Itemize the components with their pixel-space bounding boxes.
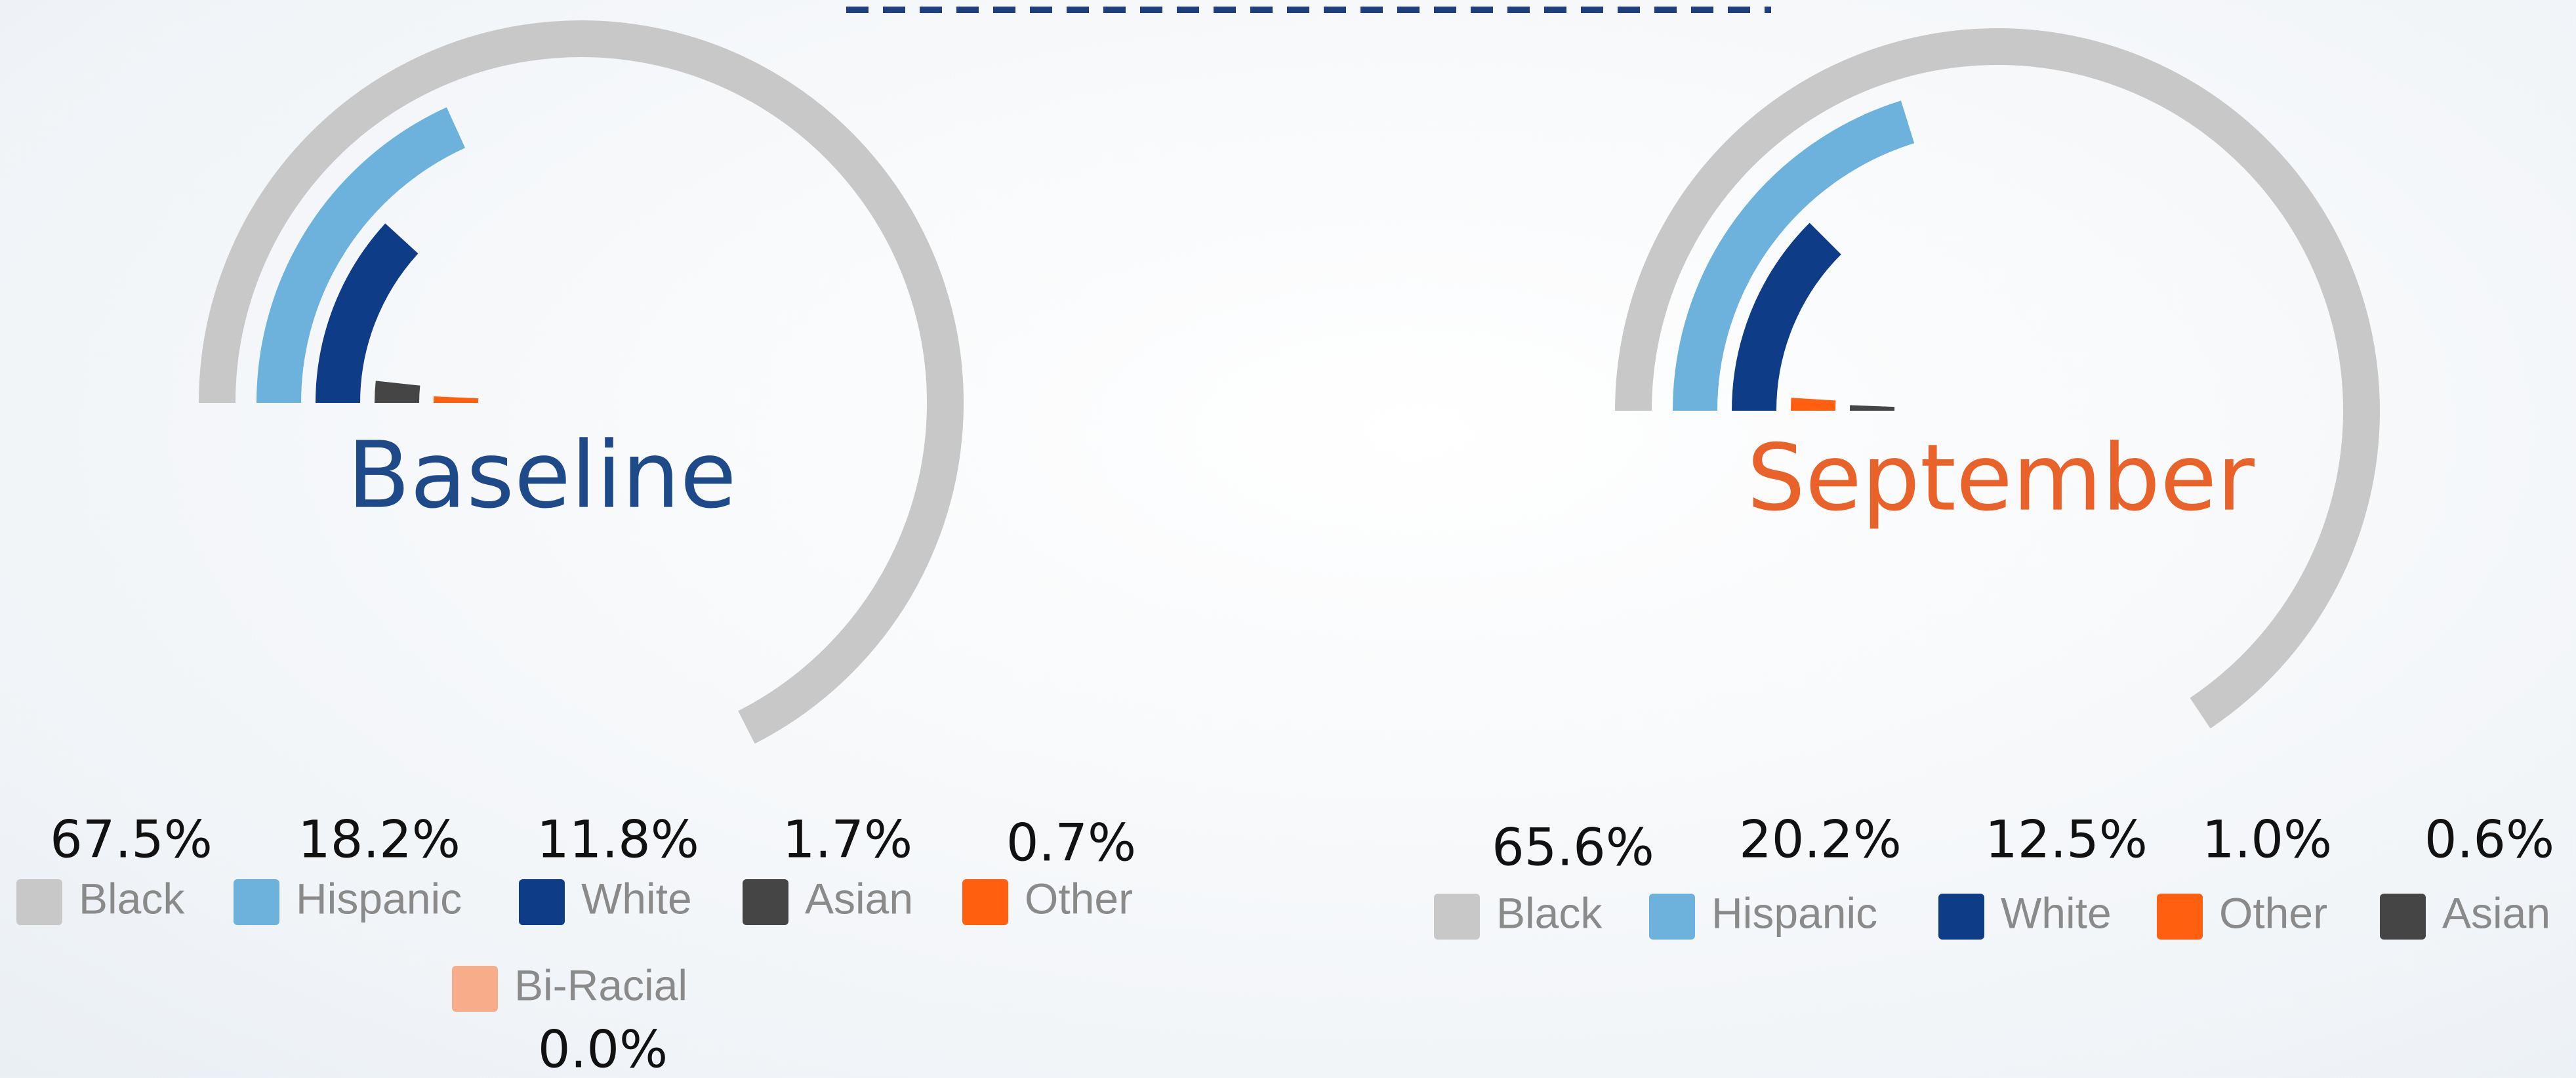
value-label: 12.5%: [1985, 810, 2148, 869]
radial-bar: [256, 107, 466, 404]
legend-label: Asian: [2442, 888, 2550, 937]
radial-bar: [1732, 222, 1841, 411]
legend-swatch: [743, 879, 788, 925]
value-label: 67.5%: [50, 810, 213, 869]
radial-bar: [316, 223, 419, 404]
chart-title: Baseline: [347, 423, 737, 529]
value-label: 1.0%: [2202, 810, 2332, 869]
value-label: 11.8%: [537, 810, 699, 869]
legend-swatch: [1649, 894, 1695, 940]
chart-title: September: [1747, 425, 2255, 532]
legend-swatch: [1938, 894, 1984, 940]
legend-swatch: [1434, 894, 1480, 940]
radial-bar: [375, 381, 420, 404]
legend-swatch: [234, 879, 279, 925]
radial-bar: [1790, 398, 1836, 411]
legend-swatch: [452, 966, 498, 1012]
legend-swatch: [2380, 894, 2426, 940]
value-label: 0.0%: [538, 1020, 668, 1078]
radial-bar: [199, 20, 964, 744]
legend-label: White: [581, 874, 692, 923]
legend-swatch: [519, 879, 565, 925]
legend-label: Bi-Racial: [514, 961, 687, 1009]
legend-label: Hispanic: [296, 874, 462, 923]
legend-label: Black: [79, 874, 185, 923]
value-label: 0.7%: [1006, 814, 1136, 873]
legend-label: Other: [1025, 874, 1133, 923]
legend-label: Other: [2219, 888, 2327, 937]
legend-label: Asian: [805, 874, 913, 923]
radial-bar: [1673, 100, 1915, 411]
legend-label: Hispanic: [1711, 888, 1877, 937]
legend-swatch: [962, 879, 1008, 925]
value-label: 65.6%: [1492, 818, 1654, 877]
legend-swatch: [2157, 894, 2203, 940]
legend-label: Black: [1496, 888, 1603, 937]
value-label: 20.2%: [1739, 810, 1902, 869]
value-label: 18.2%: [298, 810, 460, 869]
value-label: 0.6%: [2424, 810, 2554, 869]
radial-bar: [1615, 28, 2380, 729]
legend-label: White: [2001, 888, 2112, 937]
legend-swatch: [16, 879, 62, 925]
value-label: 1.7%: [783, 810, 912, 869]
